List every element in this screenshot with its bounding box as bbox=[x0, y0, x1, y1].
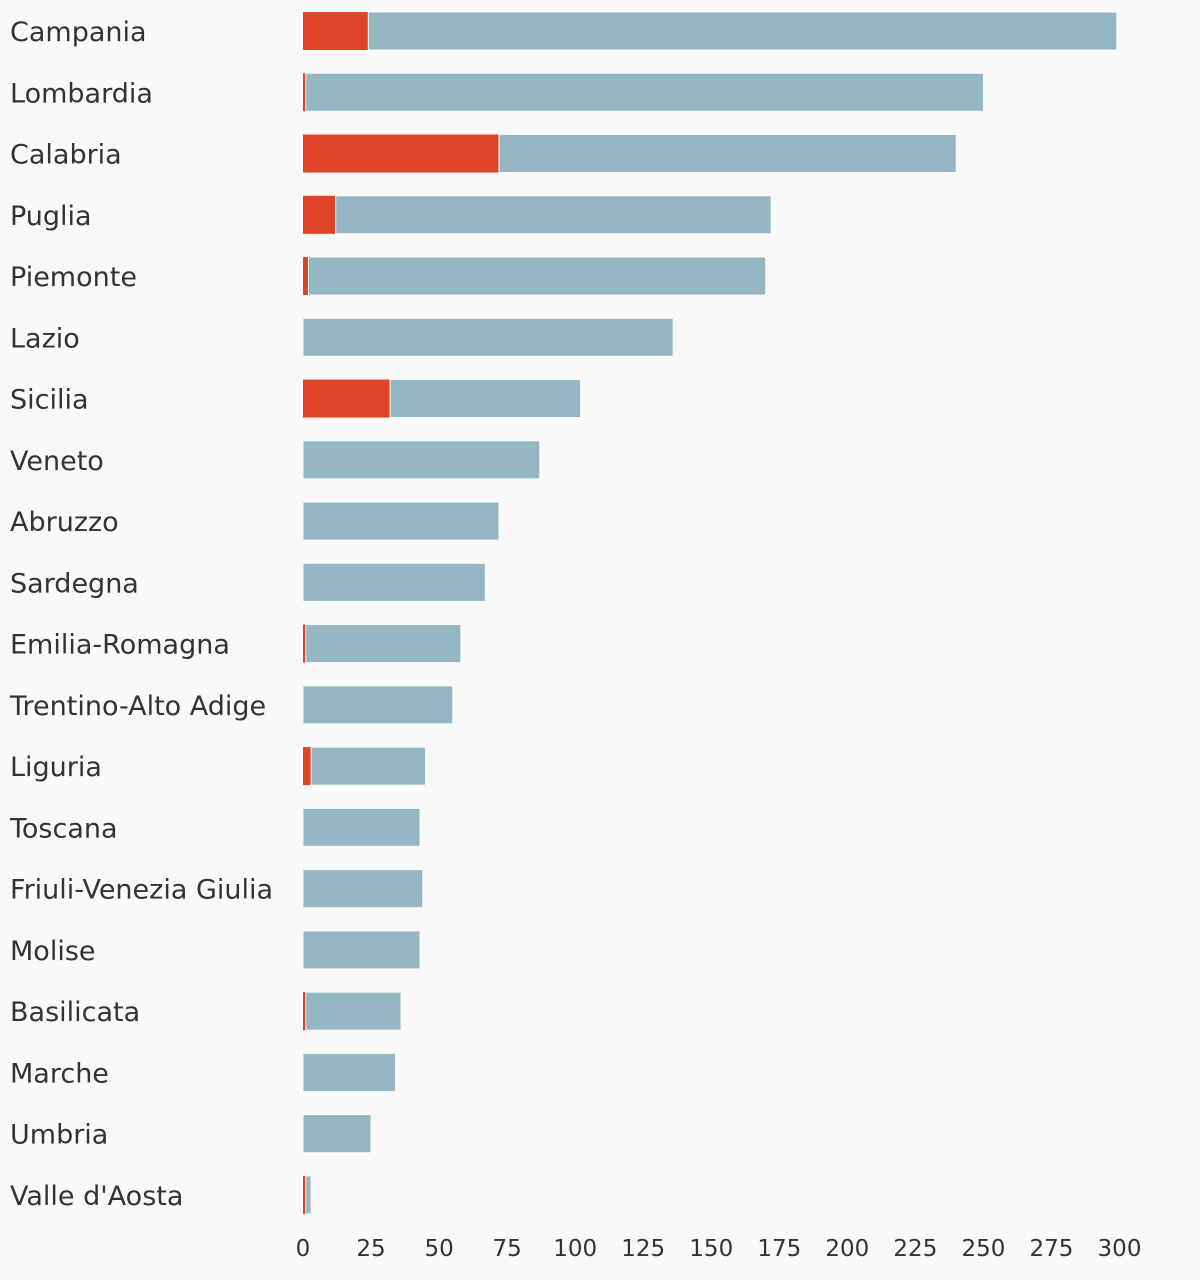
bar-trentino-alto-adige-series-2 bbox=[302, 685, 454, 725]
bar-calabria-series-1 bbox=[303, 134, 499, 173]
bar-lombardia-series-2 bbox=[305, 72, 984, 112]
x-tick-label-225: 225 bbox=[893, 1236, 937, 1262]
x-tick-label-125: 125 bbox=[621, 1236, 665, 1262]
bar-abruzzo-series-2 bbox=[302, 501, 500, 541]
bar-calabria-series-2 bbox=[498, 134, 957, 174]
category-label-toscana: Toscana bbox=[9, 813, 118, 844]
bar-campania-series-2 bbox=[367, 11, 1118, 51]
x-tick-label-175: 175 bbox=[757, 1236, 801, 1262]
category-label-liguria: Liguria bbox=[10, 752, 102, 783]
category-label-trentino-alto-adige: Trentino-Alto Adige bbox=[9, 691, 266, 722]
category-label-lazio: Lazio bbox=[10, 323, 80, 354]
bar-basilicata-series-1 bbox=[303, 992, 306, 1031]
category-label-sicilia: Sicilia bbox=[10, 385, 89, 416]
category-label-umbria: Umbria bbox=[10, 1120, 108, 1151]
category-label-puglia: Puglia bbox=[10, 201, 92, 232]
x-tick-label-50: 50 bbox=[424, 1236, 453, 1262]
x-tick-label-275: 275 bbox=[1030, 1236, 1074, 1262]
category-label-calabria: Calabria bbox=[10, 140, 122, 171]
x-tick-label-25: 25 bbox=[356, 1236, 385, 1262]
bar-campania-series-1 bbox=[303, 12, 369, 50]
category-label-basilicata: Basilicata bbox=[10, 997, 140, 1028]
bars bbox=[302, 11, 1118, 1215]
bar-friuli-venezia-giulia-series-2 bbox=[302, 869, 424, 909]
x-axis: 0 25 50 75 100 125 150 175 200 225 250 275 300 bbox=[296, 1236, 1142, 1262]
bar-sardegna-series-2 bbox=[302, 562, 486, 602]
bar-piemonte-series-1 bbox=[303, 257, 309, 296]
bar-piemonte-series-2 bbox=[307, 256, 767, 296]
bar-emilia-romagna-series-1 bbox=[303, 624, 306, 663]
bar-basilicata-series-2 bbox=[305, 991, 402, 1031]
bar-umbria-series-2 bbox=[302, 1114, 372, 1154]
category-labels: Campania Lombardia Calabria Puglia Piemonte L… bbox=[9, 17, 273, 1212]
category-label-molise: Molise bbox=[10, 936, 96, 967]
bar-lombardia-series-1 bbox=[303, 73, 306, 112]
bar-liguria-series-2 bbox=[310, 746, 426, 786]
bar-veneto-series-2 bbox=[302, 440, 541, 480]
bar-valle-d-aosta-series-2 bbox=[305, 1175, 312, 1215]
bar-puglia-series-1 bbox=[303, 195, 336, 234]
x-tick-label-200: 200 bbox=[825, 1236, 869, 1262]
bar-liguria-series-1 bbox=[303, 747, 312, 786]
category-label-abruzzo: Abruzzo bbox=[10, 507, 119, 538]
bar-sicilia-series-1 bbox=[303, 379, 391, 418]
bar-toscana-series-2 bbox=[302, 807, 421, 847]
bar-marche-series-2 bbox=[302, 1052, 397, 1092]
category-label-marche: Marche bbox=[10, 1058, 109, 1089]
category-label-veneto: Veneto bbox=[10, 446, 104, 477]
category-label-emilia-romagna: Emilia-Romagna bbox=[10, 630, 230, 661]
x-tick-label-300: 300 bbox=[1098, 1236, 1142, 1262]
category-label-valle-d-aosta: Valle d'Aosta bbox=[10, 1181, 183, 1212]
category-label-campania: Campania bbox=[10, 17, 147, 48]
bar-lazio-series-2 bbox=[302, 317, 674, 357]
bar-emilia-romagna-series-2 bbox=[305, 624, 462, 664]
x-tick-label-150: 150 bbox=[689, 1236, 733, 1262]
x-tick-label-0: 0 bbox=[296, 1236, 311, 1262]
category-label-friuli-venezia-giulia: Friuli-Venezia Giulia bbox=[10, 875, 273, 906]
bar-valle-d-aosta-series-1 bbox=[303, 1175, 306, 1214]
bar-sicilia-series-2 bbox=[389, 379, 582, 419]
bar-molise-series-2 bbox=[302, 930, 421, 970]
category-label-sardegna: Sardegna bbox=[10, 568, 139, 599]
bar-puglia-series-2 bbox=[335, 195, 772, 235]
x-tick-label-100: 100 bbox=[553, 1236, 597, 1262]
category-label-lombardia: Lombardia bbox=[10, 78, 153, 109]
category-label-piemonte: Piemonte bbox=[10, 262, 137, 293]
x-tick-label-250: 250 bbox=[961, 1236, 1005, 1262]
x-tick-label-75: 75 bbox=[492, 1236, 521, 1262]
